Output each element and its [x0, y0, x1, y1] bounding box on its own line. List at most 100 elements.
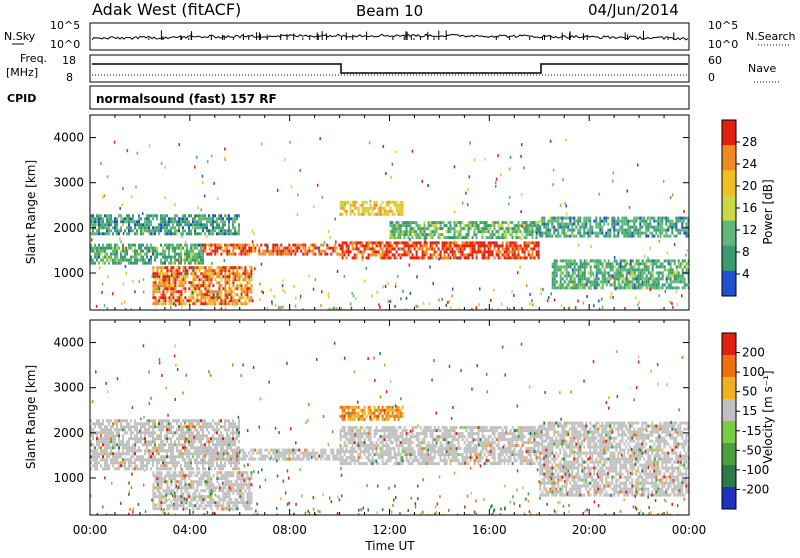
heatmap-cell	[160, 458, 162, 461]
heatmap-cell	[476, 241, 478, 244]
heatmap-cell	[96, 217, 98, 220]
heatmap-cell	[536, 227, 538, 230]
heatmap-cell	[176, 431, 178, 434]
heatmap-cell	[580, 286, 582, 289]
heatmap-cell	[293, 285, 295, 288]
heatmap-cell	[210, 244, 212, 247]
heatmap-cell	[551, 226, 553, 229]
heatmap-cell	[236, 434, 238, 437]
heatmap-cell	[234, 467, 236, 470]
heatmap-cell	[210, 217, 212, 220]
heatmap-cell	[160, 440, 162, 443]
heatmap-cell	[152, 266, 154, 269]
heatmap-cell	[620, 277, 622, 280]
heatmap-cell	[176, 290, 178, 293]
heatmap-cell	[143, 278, 145, 281]
heatmap-cell	[577, 220, 579, 223]
heatmap-cell	[372, 241, 374, 244]
heatmap-cell	[140, 217, 142, 220]
heatmap-cell	[98, 446, 100, 449]
heatmap-cell	[392, 247, 394, 250]
heatmap-cell	[152, 293, 154, 296]
heatmap-cell	[456, 221, 458, 224]
heatmap-cell	[495, 181, 497, 184]
heatmap-cell	[186, 275, 188, 278]
heatmap-cell	[538, 253, 540, 256]
heatmap-cell	[144, 449, 146, 452]
heatmap-cell	[530, 253, 532, 256]
heatmap-cell	[683, 210, 685, 213]
heatmap-cell	[142, 464, 144, 467]
heatmap-cell	[138, 259, 140, 262]
heatmap-cell	[562, 259, 564, 262]
heatmap-cell	[220, 296, 222, 299]
heatmap-cell	[618, 277, 620, 280]
heatmap-cell	[100, 247, 102, 250]
heatmap-cell	[152, 461, 154, 464]
heatmap-cell	[234, 226, 236, 229]
heatmap-cell	[200, 483, 202, 486]
heatmap-cell	[378, 244, 380, 247]
heatmap-cell	[687, 249, 689, 252]
heatmap-cell	[416, 221, 418, 224]
heatmap-cell	[220, 419, 222, 422]
heatmap-cell	[621, 217, 623, 220]
heatmap-cell	[441, 298, 443, 301]
heatmap-cell	[236, 217, 238, 220]
heatmap-cell	[289, 141, 291, 144]
heatmap-cell	[130, 434, 132, 437]
heatmap-cell	[494, 227, 496, 230]
heatmap-cell	[577, 229, 579, 232]
heatmap-cell	[394, 305, 396, 308]
heatmap-cell	[496, 230, 498, 233]
heatmap-cell	[136, 440, 138, 443]
heatmap-cell	[186, 467, 188, 470]
heatmap-cell	[174, 507, 176, 510]
heatmap-cell	[524, 247, 526, 250]
heatmap-cell	[502, 221, 504, 224]
heatmap-cell	[244, 299, 246, 302]
heatmap-cell	[360, 250, 362, 253]
heatmap-cell	[334, 247, 336, 250]
heatmap-cell	[582, 277, 584, 280]
heatmap-cell	[194, 480, 196, 483]
heatmap-cell	[282, 253, 284, 256]
heatmap-cell	[642, 262, 644, 265]
heatmap-cell	[396, 210, 398, 213]
heatmap-cell	[350, 303, 352, 306]
noise-sky-label: N.Sky	[4, 30, 36, 43]
heatmap-cell	[430, 241, 432, 244]
heatmap-cell	[611, 226, 613, 229]
heatmap-cell	[200, 434, 202, 437]
heatmap-cell	[482, 221, 484, 224]
heatmap-cell	[190, 452, 192, 455]
heatmap-cell	[202, 434, 204, 437]
heatmap-cell	[398, 204, 400, 207]
heatmap-cell	[458, 221, 460, 224]
heatmap-cell	[96, 458, 98, 461]
heatmap-cell	[108, 223, 110, 226]
heatmap-cell	[580, 265, 582, 268]
heatmap-cell	[132, 437, 134, 440]
heatmap-cell	[130, 226, 132, 229]
heatmap-cell	[210, 467, 212, 470]
heatmap-cell	[200, 217, 202, 220]
heatmap-cell	[258, 250, 260, 253]
heatmap-cell	[450, 227, 452, 230]
heatmap-cell	[116, 452, 118, 455]
heatmap-cell	[228, 461, 230, 464]
heatmap-cell	[182, 425, 184, 428]
heatmap-cell	[675, 229, 677, 232]
heatmap-cell	[498, 230, 500, 233]
heatmap-cell	[122, 440, 124, 443]
heatmap-cell	[138, 214, 140, 217]
heatmap-cell	[282, 284, 284, 287]
heatmap-cell	[646, 259, 648, 262]
heatmap-cell	[128, 452, 130, 455]
heatmap-cell	[160, 223, 162, 226]
heatmap-cell	[110, 223, 112, 226]
heatmap-cell	[262, 250, 264, 253]
heatmap-cell	[628, 283, 630, 286]
heatmap-cell	[536, 253, 538, 256]
heatmap-cell	[462, 247, 464, 250]
